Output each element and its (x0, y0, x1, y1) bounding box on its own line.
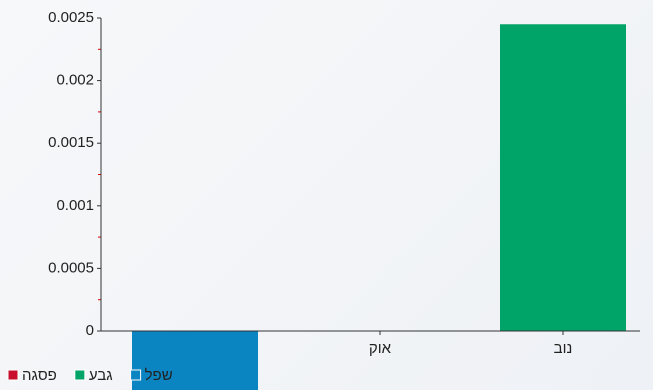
legend-swatch (7, 369, 19, 381)
y-tick-label: 0.0025 (48, 9, 94, 26)
x-tick-label: נוב (554, 340, 573, 357)
y-tick-label: 0 (86, 322, 94, 339)
legend-swatch (130, 369, 142, 381)
legend-swatch (74, 369, 86, 381)
legend-label: פסגה (22, 367, 57, 384)
y-tick-label: 0.0005 (48, 259, 94, 276)
y-tick-label: 0.002 (56, 72, 94, 89)
bar (132, 331, 258, 390)
y-tick-label: 0.0015 (48, 134, 94, 151)
x-tick-label: אוק (369, 340, 392, 357)
legend-label: שפל (145, 367, 173, 384)
y-tick-label: 0.001 (56, 197, 94, 214)
legend-label: גבע (89, 367, 113, 384)
bar (500, 24, 626, 331)
